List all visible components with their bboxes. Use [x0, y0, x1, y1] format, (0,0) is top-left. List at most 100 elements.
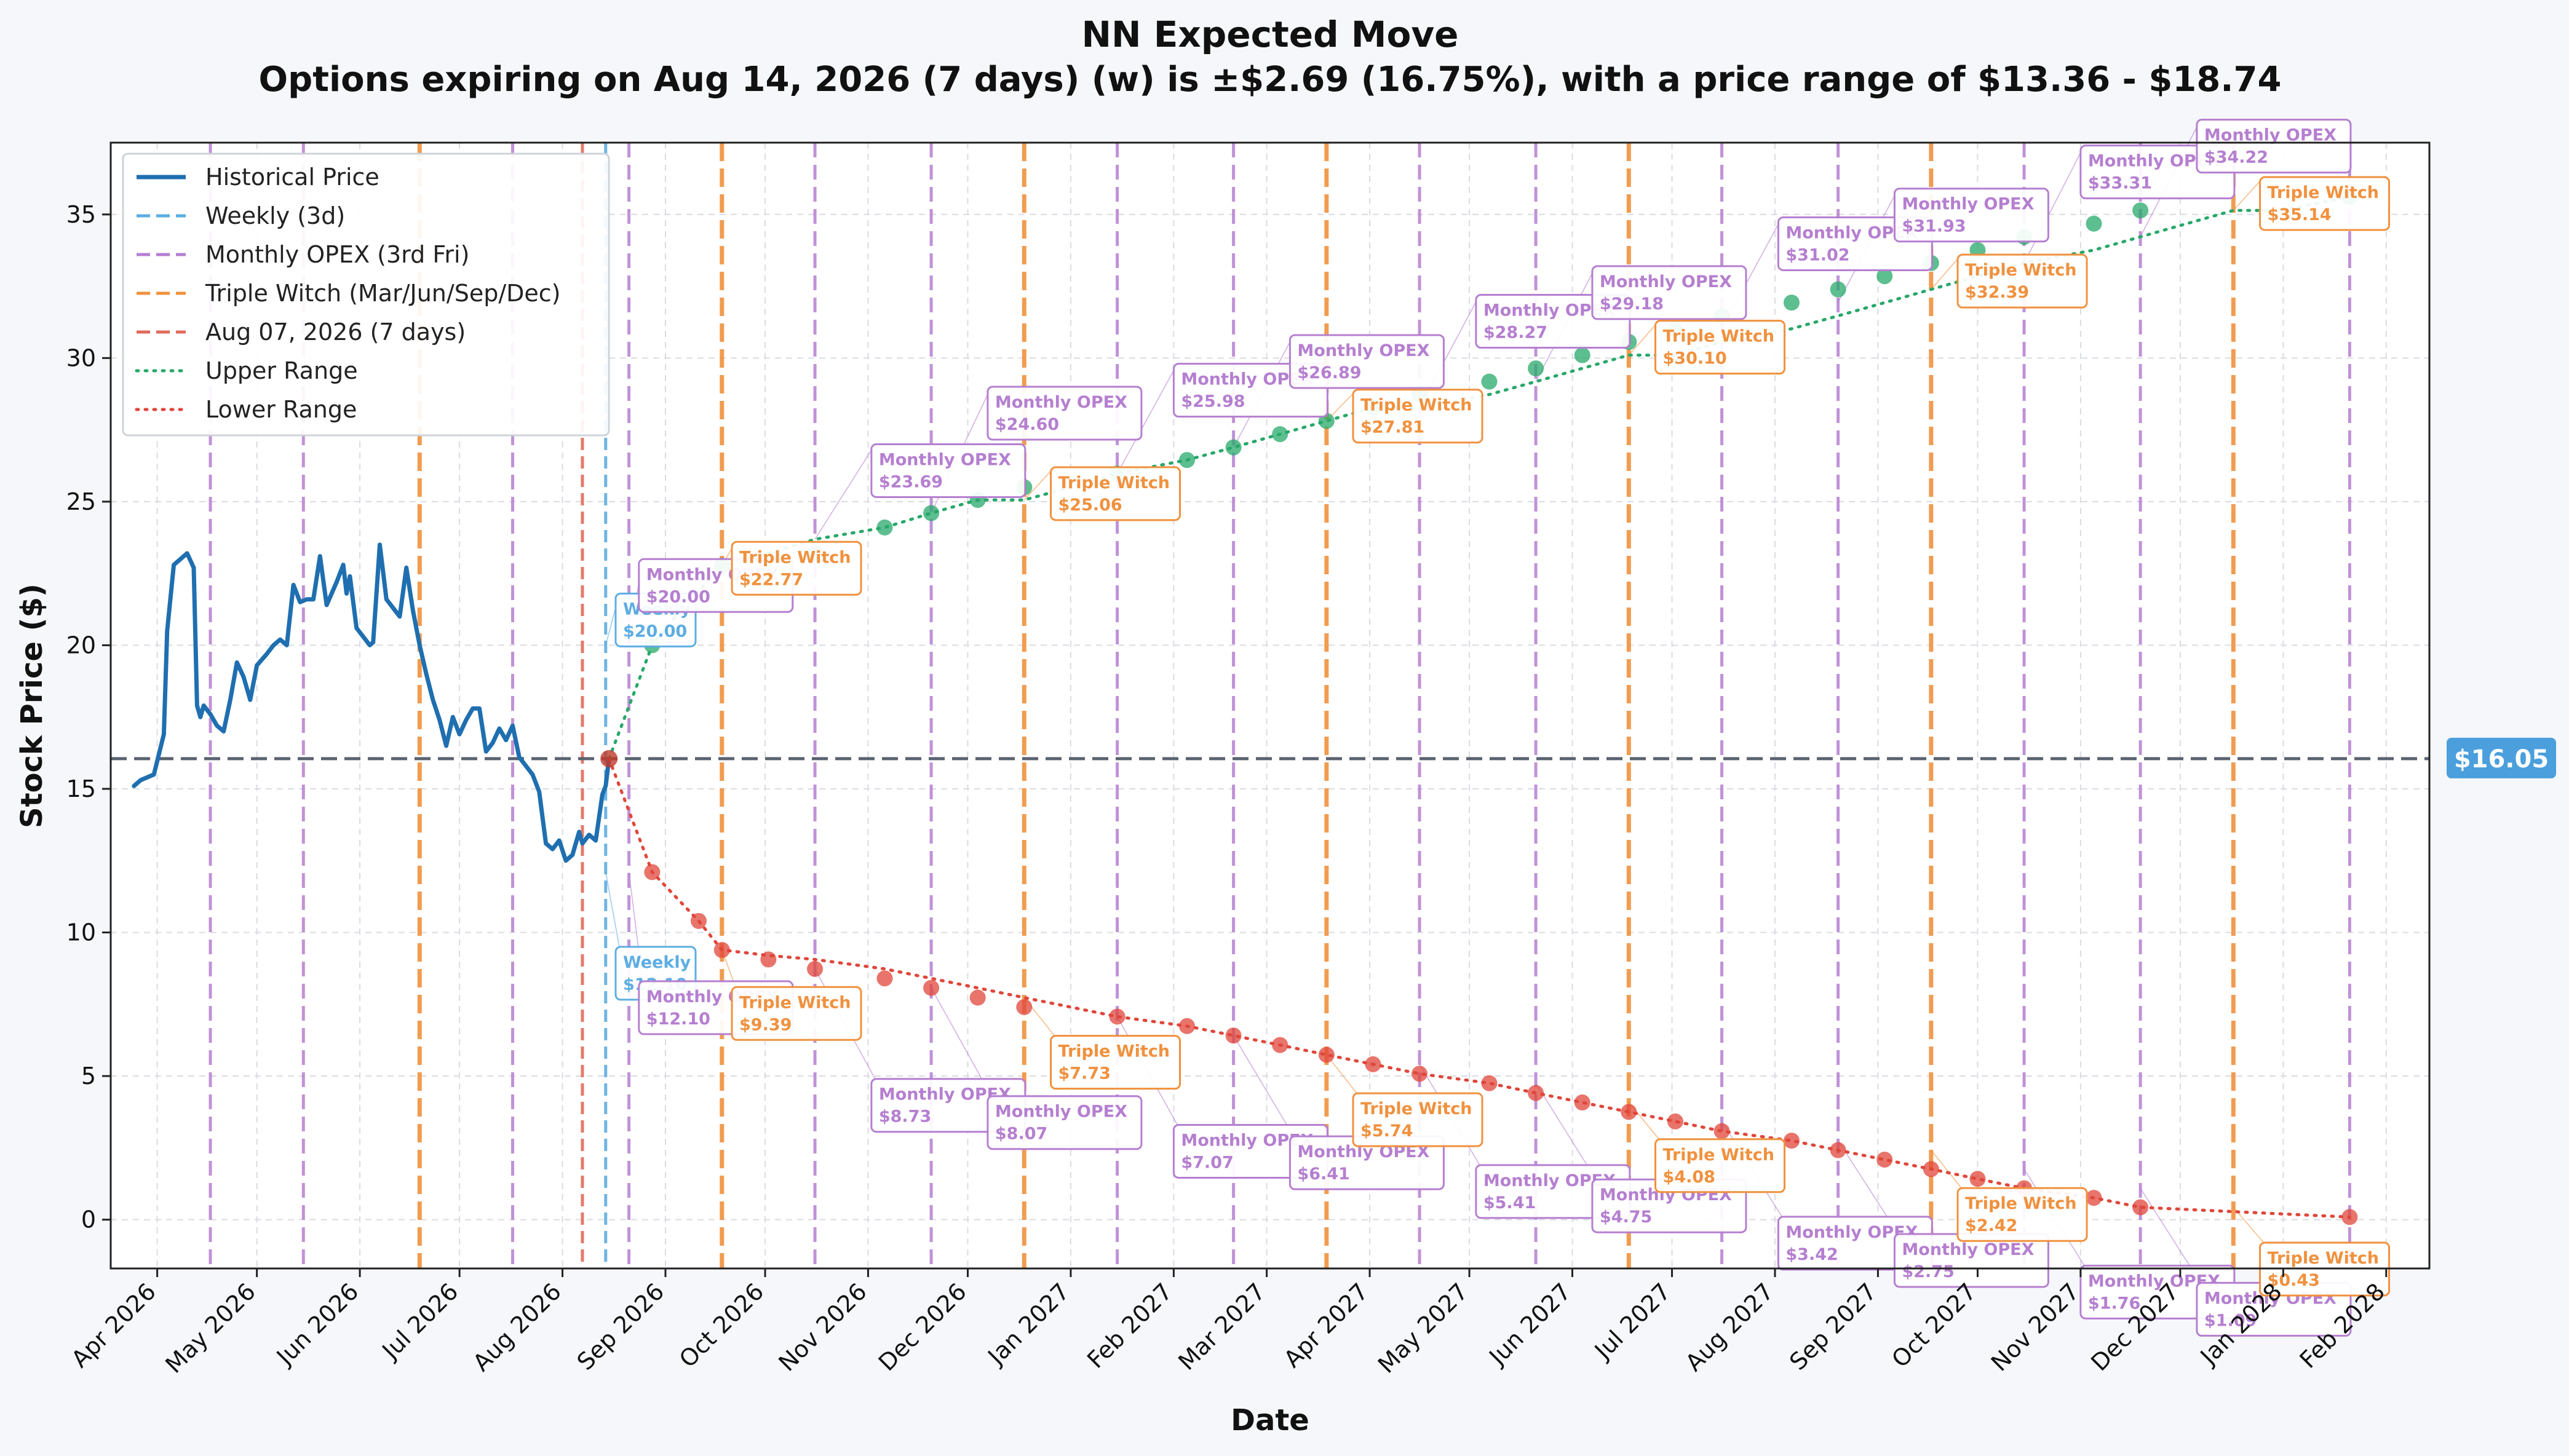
upper-range-marker	[1178, 452, 1195, 469]
current-price-badge	[2447, 737, 2556, 778]
upper-range-marker	[2132, 202, 2149, 219]
annotation-title: Triple Witch	[1360, 1099, 1472, 1118]
legend-label: Upper Range	[205, 357, 358, 384]
annotation-title: Triple Witch	[1965, 1194, 2077, 1213]
annotation-leader	[1023, 467, 1055, 501]
annotation-value: $6.41	[1297, 1165, 1349, 1184]
annotation-value: $0.43	[2268, 1271, 2320, 1290]
lower-range-marker	[1621, 1104, 1637, 1120]
y-axis-ticks: 0 5 10 15 20 25 30 35	[66, 201, 111, 1233]
annotation-value: $8.07	[995, 1125, 1047, 1144]
annotation-title: Monthly OPEX	[1297, 341, 1429, 360]
annotation-monthly: Monthly OPEX$1.76	[2079, 1264, 2236, 1320]
annotation-value: $1.09	[2204, 1311, 2257, 1330]
lower-range-marker	[1365, 1056, 1381, 1072]
lower-range-marker	[1783, 1133, 1800, 1149]
annotation-value: $23.69	[879, 472, 943, 491]
legend-label: Historical Price	[205, 164, 379, 191]
lower-range-marker	[760, 951, 777, 968]
y-tick-label: 25	[66, 488, 96, 515]
annotation-value: $5.41	[1483, 1193, 1536, 1213]
annotation-value: $1.76	[2088, 1294, 2140, 1313]
lower-range-marker	[691, 912, 707, 929]
annotation-title: Triple Witch	[1663, 327, 1775, 346]
annotation-box	[1352, 389, 1483, 444]
annotation-title: Monthly OPEX	[879, 450, 1011, 469]
annotation-value: $28.27	[1483, 323, 1547, 342]
annotation-value: $30.10	[1663, 349, 1727, 368]
annotation-box	[2259, 176, 2391, 231]
annotation-title: Triple Witch	[2268, 1249, 2380, 1268]
annotation-triple: Triple Witch $30.10	[1654, 320, 1786, 375]
lower-range-marker	[1876, 1151, 1893, 1168]
annotation-title: Monthly OPEX	[995, 393, 1127, 412]
annotation-leader	[1116, 363, 1178, 474]
annotation-value: $20.00	[623, 622, 687, 641]
upper-range-marker	[1876, 268, 1893, 285]
annotation-value: $4.75	[1600, 1208, 1652, 1227]
annotation-leader	[1233, 1035, 1295, 1137]
annotation-box	[987, 1095, 1143, 1150]
annotation-value: $25.06	[1058, 496, 1122, 515]
annotation-monthly: Monthly OPEX $34.22	[2196, 119, 2352, 174]
annotation-triple: Triple Witch $32.39	[1956, 253, 2088, 309]
annotation-value: $34.22	[2204, 148, 2268, 167]
annotation-box	[731, 986, 862, 1041]
legend-label: Aug 07, 2026 (7 days)	[205, 318, 466, 346]
lower-range-marker	[1481, 1075, 1498, 1091]
annotation-value: $27.81	[1360, 418, 1424, 437]
lower-range-marker	[1713, 1123, 1730, 1139]
upper-range-marker	[1830, 281, 1846, 298]
annotation-title: Triple Witch	[1965, 261, 2077, 280]
annotation-monthly: Monthly OPEX $31.93	[1893, 188, 2049, 243]
annotation-value: $5.74	[1360, 1122, 1413, 1141]
annotation-title: Monthly OPEX	[1600, 272, 1732, 291]
chart-title: NN Expected Move	[1081, 14, 1458, 55]
annotation-leader	[1326, 1054, 1357, 1094]
y-tick-label: 10	[66, 919, 96, 946]
annotation-box	[987, 386, 1143, 441]
annotation-title: Triple Witch	[1058, 1042, 1170, 1061]
annotation-value: $12.10	[646, 1010, 710, 1029]
annotation-triple: Triple Witch $7.73	[1050, 1035, 1181, 1090]
lower-range-marker	[1178, 1018, 1195, 1034]
annotation-value: $7.73	[1058, 1064, 1111, 1083]
y-tick-label: 20	[66, 631, 96, 659]
annotation-box	[1956, 253, 2088, 309]
annotation-title: Triple Witch	[1663, 1145, 1775, 1165]
annotation-triple: Triple Witch $27.81	[1352, 389, 1483, 444]
annotation-box	[1352, 1092, 1483, 1147]
annotation-monthly: Monthly OPEX $2.75	[1893, 1233, 2049, 1288]
y-tick-label: 30	[66, 344, 96, 371]
lower-range-marker	[807, 960, 824, 977]
annotation-value: $3.42	[1785, 1245, 1838, 1264]
annotation-title: Triple Witch	[2268, 183, 2380, 202]
annotation-title: Monthly OPEX	[1902, 195, 2034, 214]
legend-label: Lower Range	[205, 396, 357, 423]
annotation-box	[1893, 188, 2049, 243]
current-price-marker	[600, 750, 618, 767]
annotation-title: Monthly OPEX	[995, 1102, 1127, 1122]
lower-range-marker	[1830, 1142, 1846, 1158]
annotation-monthly: Monthly OPEX $24.60	[987, 386, 1143, 441]
lower-range-marker	[1225, 1027, 1242, 1044]
annotation-value: $33.31	[2088, 174, 2152, 193]
annotation-title: Triple Witch	[1360, 396, 1472, 415]
annotation-value: $8.73	[879, 1107, 931, 1126]
annotation-value: $7.07	[1181, 1153, 1233, 1172]
annotation-monthly: Monthly OPEX $23.69	[870, 443, 1026, 498]
lower-range-marker	[1528, 1085, 1544, 1101]
lower-range-marker	[713, 941, 730, 958]
annotations: Weekly $20.00 Monthly OPEX $20.00 Triple Wit…	[614, 119, 2391, 1337]
lower-range-marker	[1923, 1161, 1939, 1177]
annotation-value: $4.08	[1663, 1168, 1715, 1187]
x-axis-label: Date	[1231, 1403, 1309, 1438]
annotation-value: $24.60	[995, 415, 1059, 434]
annotation-box	[1050, 1035, 1181, 1090]
current-price-badge-group: $16.05	[2447, 737, 2556, 778]
annotation-leader	[1931, 1150, 1962, 1189]
legend-label: Triple Witch (Mar/Jun/Sep/Dec)	[205, 280, 560, 307]
upper-range-marker	[1574, 347, 1590, 363]
annotation-triple: Triple Witch $9.39	[731, 986, 862, 1041]
